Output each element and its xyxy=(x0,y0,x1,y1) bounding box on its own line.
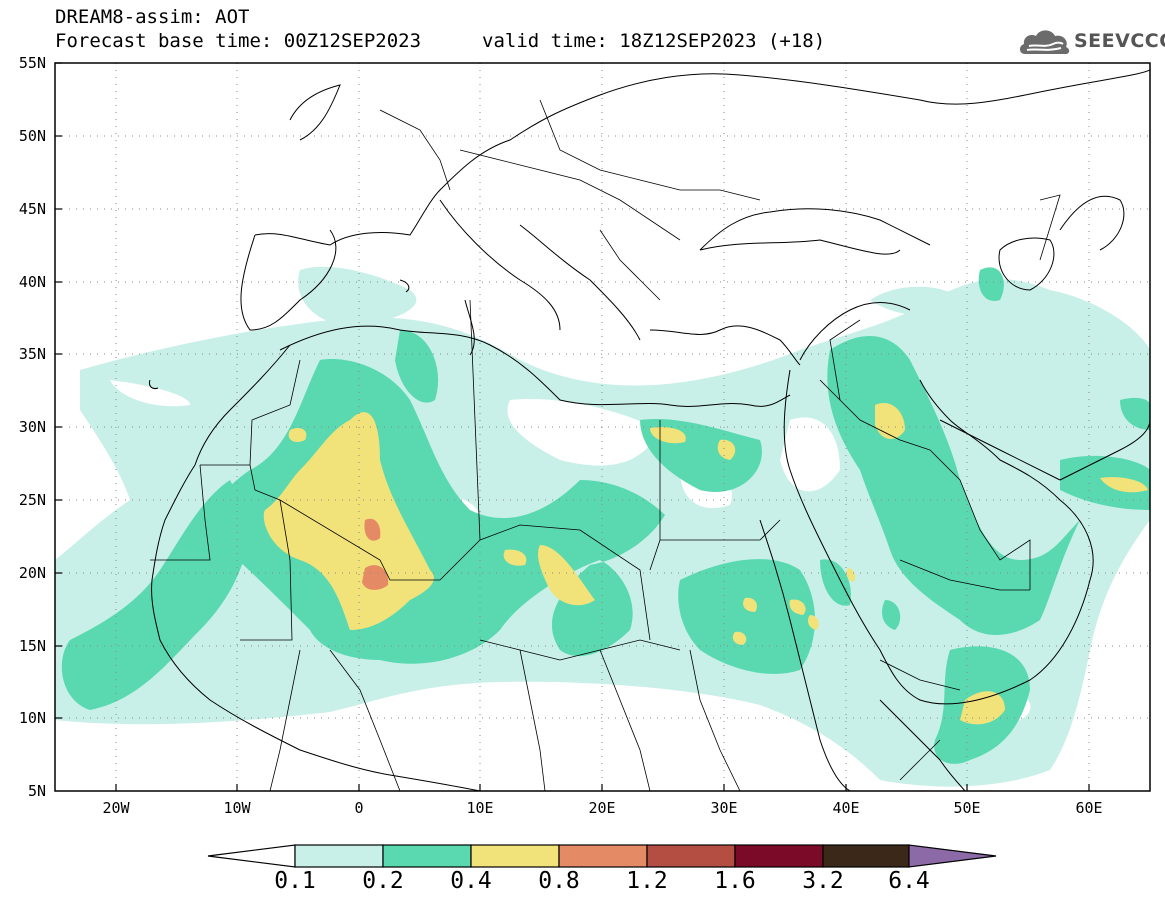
colorbar-swatch-3-2 xyxy=(822,844,910,868)
colorbar-swatch-0-8 xyxy=(558,844,648,868)
lon-label: 40E xyxy=(832,799,860,817)
lon-label: 10W xyxy=(223,799,251,817)
colorbar-label: 0.1 xyxy=(274,868,316,894)
lon-label: 10E xyxy=(466,799,494,817)
lat-label: 40N xyxy=(18,273,46,291)
colorbar-swatch-1-2 xyxy=(646,844,736,868)
aot-field xyxy=(55,63,1150,791)
lat-label: 35N xyxy=(18,345,46,363)
colorbar-swatch-0-2 xyxy=(382,844,472,868)
product-title: DREAM8-assim: AOT xyxy=(55,6,250,28)
colorbar-label: 1.2 xyxy=(626,868,668,894)
lon-label: 60E xyxy=(1075,799,1103,817)
colorbar-label: 1.6 xyxy=(714,868,756,894)
lat-label: 25N xyxy=(18,491,46,509)
colorbar-over-arrow xyxy=(908,844,997,868)
lon-label: 20E xyxy=(588,799,616,817)
colorbar-under-arrow xyxy=(207,844,296,868)
cloud-icon xyxy=(1019,30,1070,55)
colorbar xyxy=(207,844,997,868)
lat-label: 20N xyxy=(18,564,46,582)
colorbar-label: 6.4 xyxy=(888,868,930,894)
aot-band-0-4 xyxy=(263,402,1148,725)
forecast-base-time: Forecast base time: 00Z12SEP2023 xyxy=(55,30,422,52)
lat-label: 10N xyxy=(18,709,46,727)
colorbar-swatch-1-6 xyxy=(734,844,824,868)
lat-label: 5N xyxy=(27,782,46,800)
lon-label: 50E xyxy=(953,799,981,817)
lat-label: 30N xyxy=(18,418,46,436)
colorbar-swatch-0-4 xyxy=(470,844,560,868)
colorbar-label: 0.2 xyxy=(362,868,404,894)
colorbar-label: 0.4 xyxy=(450,868,492,894)
lat-label: 55N xyxy=(18,54,46,72)
logo-text: SEEVCCC xyxy=(1074,30,1165,52)
lat-label: 50N xyxy=(18,127,46,145)
colorbar-label: 3.2 xyxy=(802,868,844,894)
lat-label: 45N xyxy=(18,200,46,218)
lon-label: 20W xyxy=(102,799,130,817)
country-borders xyxy=(150,99,1061,791)
valid-time: valid time: 18Z12SEP2023 (+18) xyxy=(482,30,826,52)
lon-label: 0 xyxy=(354,799,364,817)
aot-band-0-8 xyxy=(362,518,389,590)
graticule xyxy=(55,63,1150,791)
axis-ticks xyxy=(55,62,1090,791)
lon-label: 30E xyxy=(710,799,738,817)
coastlines xyxy=(149,69,1150,791)
colorbar-label: 0.8 xyxy=(538,868,580,894)
seevccc-logo: SEEVCCC xyxy=(1017,24,1165,58)
lat-label: 15N xyxy=(18,637,46,655)
colorbar-swatch-0-1 xyxy=(294,844,384,868)
